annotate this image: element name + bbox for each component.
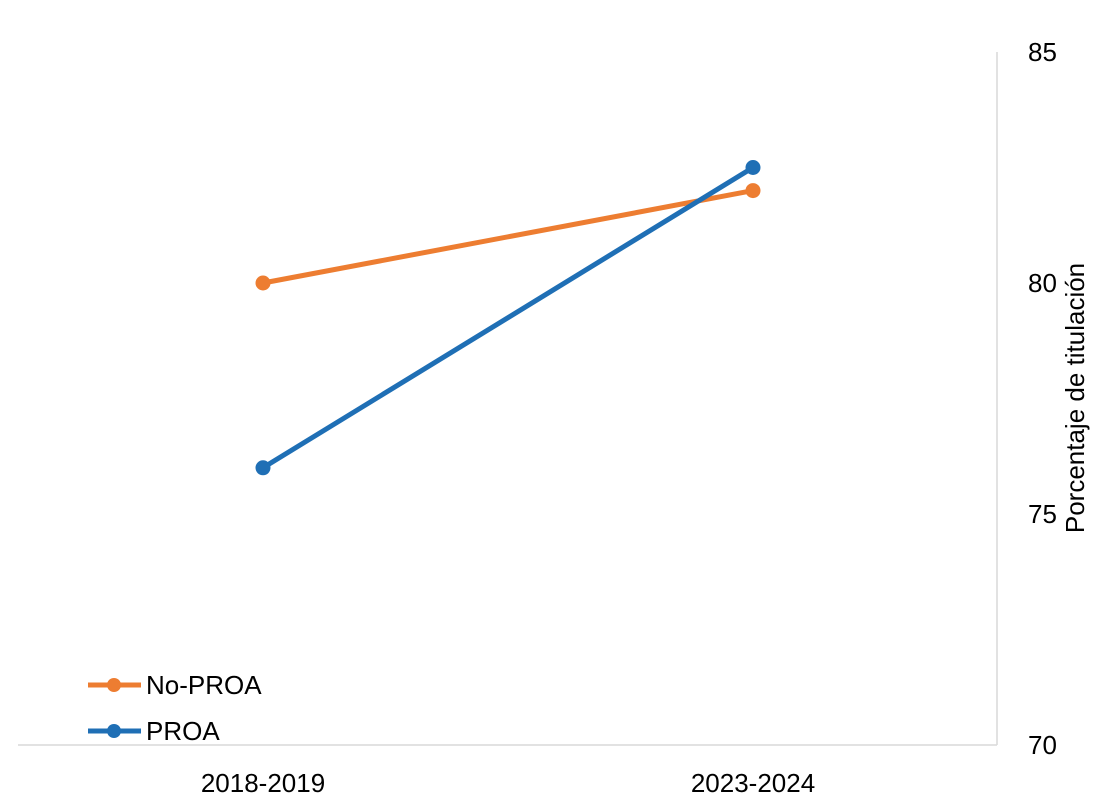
- legend: No-PROA PROA: [88, 670, 262, 746]
- y-tick-label-75: 75: [1028, 499, 1057, 529]
- series-line-no-proa: [260, 188, 756, 286]
- y-tick-label-80: 80: [1028, 268, 1057, 298]
- series-no-proa: [255, 183, 761, 291]
- data-point-no-proa-0: [255, 275, 271, 291]
- y-tick-label-70: 70: [1028, 730, 1057, 760]
- legend-marker-proa: [107, 724, 121, 738]
- y-tick-label-85: 85: [1028, 37, 1057, 67]
- legend-label-proa: PROA: [146, 716, 220, 746]
- x-tick-label-2018-2019: 2018-2019: [201, 768, 325, 798]
- x-tick-labels: 2018-2019 2023-2024: [201, 768, 815, 798]
- data-point-no-proa-1: [745, 183, 761, 199]
- series-proa: [255, 160, 761, 476]
- series-line-proa: [260, 165, 756, 471]
- y-axis-title: Porcentaje de titulación: [1060, 263, 1090, 533]
- data-point-proa-1: [745, 160, 761, 175]
- legend-label-no-proa: No-PROA: [146, 670, 262, 700]
- legend-marker-no-proa: [107, 678, 121, 692]
- legend-item-no-proa: No-PROA: [88, 670, 262, 700]
- legend-item-proa: PROA: [88, 716, 220, 746]
- data-point-proa-0: [255, 460, 271, 476]
- series-layer: [255, 160, 761, 476]
- y-tick-labels: 70 75 80 85: [1028, 37, 1057, 760]
- x-tick-label-2023-2024: 2023-2024: [691, 768, 815, 798]
